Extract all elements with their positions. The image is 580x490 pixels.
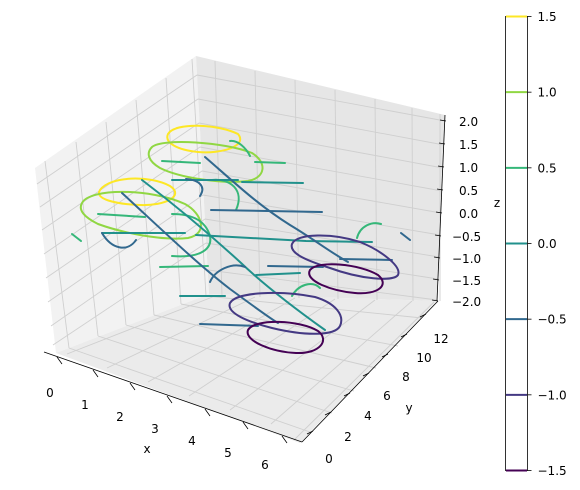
contour-0.0-a (101, 232, 373, 243)
contour-neg1.5-a (246, 320, 324, 355)
colorbar-tick-label: 0.0 (538, 237, 557, 251)
z-axis-label: z (494, 196, 500, 210)
z-ticks (431, 119, 447, 302)
contour-neg0.5-b (204, 156, 349, 263)
y-tick-2: 4 (364, 409, 372, 423)
z-tick-labels: 2.0 1.5 1.0 0.5 0.0 −0.5 −1.0 −1.5 −2.0 (452, 115, 481, 309)
y-tick-labels: 0 2 4 6 8 10 12 (325, 332, 448, 466)
floor-pane (56, 294, 437, 443)
colorbar: −1.5 −1.0 −0.5 0.0 0.5 1.0 1.5 (505, 10, 567, 478)
contour-1.0-a (79, 190, 202, 240)
contour-0.5-c (229, 139, 286, 164)
colorbar-tick-label: 1.5 (538, 10, 557, 24)
left-pane (35, 56, 209, 353)
y-tick-5: 10 (416, 351, 431, 365)
contour-neg0.5-c (101, 178, 204, 249)
contour-0.5-e (356, 222, 382, 239)
z-axis-line (436, 114, 446, 302)
y-axis-line (301, 300, 439, 443)
y-ticks (306, 313, 427, 435)
axis-edges (43, 114, 446, 443)
contour-neg1.0-b (290, 234, 400, 280)
colorbar-level-lines (506, 15, 527, 472)
x-tick-4: 4 (188, 434, 196, 448)
y-tick-6: 12 (433, 332, 448, 346)
contour-lines (71, 124, 411, 355)
y-tick-3: 6 (383, 389, 391, 403)
contour-0.5-f (71, 233, 82, 242)
x-axis-label: x (143, 442, 150, 456)
z-tick-6: −1.0 (452, 252, 481, 266)
contour-neg0.5-a (121, 192, 279, 324)
x-tick-0: 0 (46, 386, 54, 400)
z-tick-2: 1.0 (459, 161, 478, 175)
x-axis-line (43, 351, 303, 443)
x-tick-3: 3 (151, 422, 159, 436)
x-tick-1: 1 (81, 398, 89, 412)
back-pane (196, 56, 445, 301)
y-axis-label: y (405, 401, 412, 415)
contour-neg0.5-e (209, 232, 411, 283)
contour-0.0-b (171, 179, 304, 184)
colorbar-ticks: −1.5 −1.0 −0.5 0.0 0.5 1.0 1.5 (527, 10, 567, 478)
z-tick-0: 2.0 (459, 115, 478, 129)
colorbar-tick-label: −1.5 (538, 464, 567, 478)
contour-1.0-b (147, 141, 264, 183)
y-tick-1: 2 (344, 430, 352, 444)
contour-0.0-c (141, 179, 326, 331)
x-tick-6: 6 (261, 458, 269, 472)
contour-neg0.5-d (199, 209, 393, 327)
z-tick-3: 0.5 (459, 184, 478, 198)
contour-neg1.5-b (308, 263, 384, 295)
colorbar-tick-label: −1.0 (538, 388, 567, 402)
z-tick-1: 1.5 (459, 138, 478, 152)
z-tick-7: −1.5 (452, 274, 481, 288)
contour-0.0-d (179, 272, 301, 297)
z-tick-4: 0.0 (459, 207, 478, 221)
colorbar-tick-label: 1.0 (538, 86, 557, 100)
y-tick-4: 8 (402, 370, 410, 384)
y-tick-0: 0 (325, 452, 333, 466)
x-tick-2: 2 (116, 410, 124, 424)
x-tick-5: 5 (224, 446, 232, 460)
z-tick-5: −0.5 (452, 230, 481, 244)
x-ticks (56, 356, 288, 444)
colorbar-tick-label: −0.5 (538, 313, 567, 327)
axes-panes (35, 56, 445, 443)
z-tick-8: −2.0 (452, 295, 481, 309)
x-tick-labels: 0 1 2 3 4 5 6 (46, 386, 269, 472)
colorbar-tick-label: 0.5 (538, 161, 557, 175)
